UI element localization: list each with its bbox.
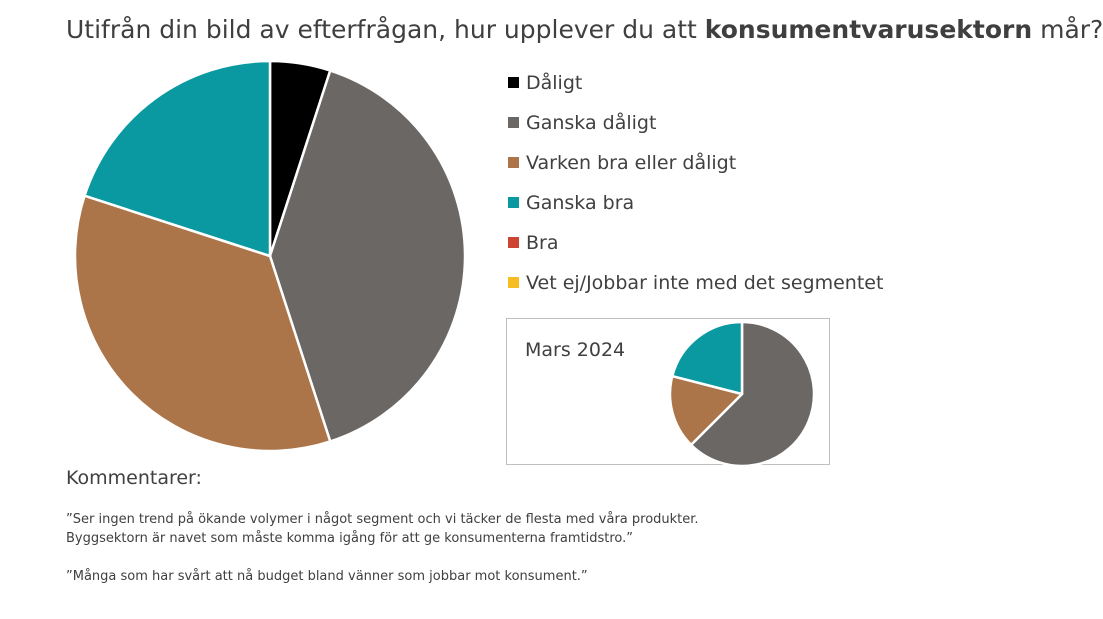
main-pie-slice-ganska-bra [83, 59, 272, 258]
inset-chart-box: Mars 2024 [506, 318, 830, 468]
comment-line-2: Byggsektorn är navet som måste komma igå… [66, 531, 634, 546]
legend-label: Bra [526, 232, 559, 254]
title-text-bold: konsumentvarusektorn [704, 15, 1033, 44]
legend-label: Ganska bra [526, 192, 635, 214]
comment-line-1: ”Ser ingen trend på ökande volymer i någ… [66, 512, 699, 527]
legend-swatch [508, 197, 519, 208]
inset-pie-slice-varken-bra-eller-daligt [668, 374, 744, 447]
legend-swatch [508, 117, 519, 128]
legend-label: Vet ej/Jobbar inte med det segmentet [526, 272, 884, 294]
legend-swatch [508, 77, 519, 88]
inset-chart-title: Mars 2024 [525, 339, 626, 361]
main-pie-slice-ganska-daligt [268, 69, 467, 443]
inset-pie-slice-ganska-daligt [689, 320, 816, 468]
main-pie-slice-varken-bra-eller-daligt [73, 194, 332, 453]
main-pie-chart [73, 59, 467, 453]
comments-heading: Kommentarer: [66, 467, 202, 489]
legend-label: Ganska dåligt [526, 112, 657, 134]
legend-swatch [508, 277, 519, 288]
comment-line-3: ”Många som har svårt att nå budget bland… [66, 569, 588, 584]
legend-label: Varken bra eller dåligt [526, 152, 737, 174]
title-text-end: mår? [1032, 15, 1103, 44]
inset-pie-chart [668, 320, 816, 468]
title-text-start: Utifrån din bild av efterfrågan, hur upp… [66, 15, 705, 44]
legend-label: Dåligt [526, 72, 583, 94]
legend-swatch [508, 237, 519, 248]
legend-swatch [508, 157, 519, 168]
page-title: Utifrån din bild av efterfrågan, hur upp… [66, 13, 1103, 47]
inset-pie-slice-ganska-bra [671, 320, 744, 396]
